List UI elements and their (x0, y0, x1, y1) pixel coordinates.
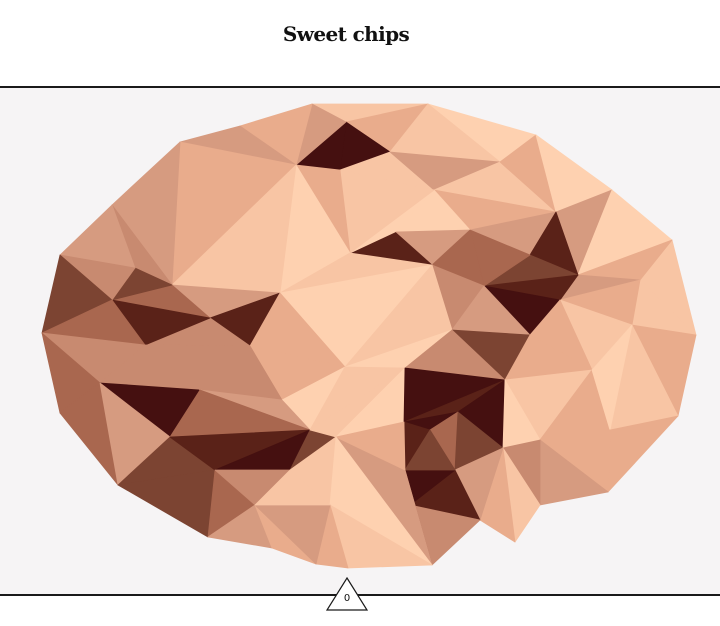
cookie-facet (591, 324, 633, 431)
cookie-facet (254, 469, 331, 506)
top-divider (0, 86, 720, 88)
cookie-icon[interactable] (0, 88, 720, 595)
chip-counter-button[interactable]: 0 (325, 576, 369, 612)
header: Sweet chips (0, 0, 720, 86)
triangle-counter-icon (325, 576, 369, 611)
chocolate-chip-facet[interactable] (404, 429, 456, 471)
counter-value: 0 (343, 593, 351, 604)
cookie-facet (335, 421, 406, 471)
page-title: Sweet chips (282, 22, 410, 46)
cookie-stage (0, 88, 720, 595)
bottom-divider (0, 594, 720, 596)
cookie-facet (144, 344, 251, 391)
